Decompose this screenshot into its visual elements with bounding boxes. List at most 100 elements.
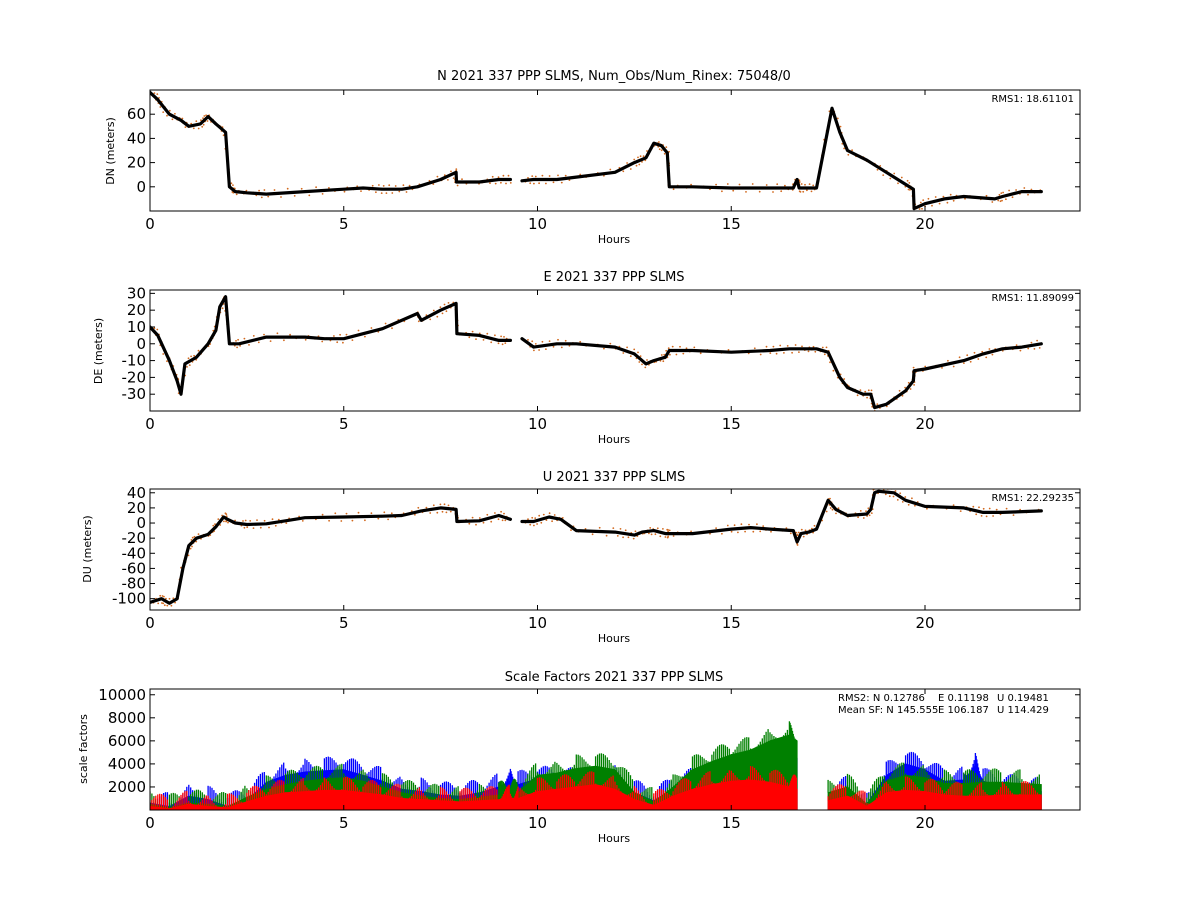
outlier-point (252, 527, 255, 529)
outlier-point (740, 523, 743, 526)
outlier-point (798, 351, 800, 353)
outlier-point (536, 523, 538, 525)
panel-up-rms-annotation: RMS1: 22.29235 (991, 493, 1074, 504)
outlier-point (800, 183, 803, 185)
y-tick-label: 10000 (98, 686, 146, 704)
outlier-point (847, 153, 850, 156)
outlier-point (893, 172, 896, 175)
outlier-point (471, 330, 474, 333)
outlier-point (351, 339, 354, 341)
outlier-point (843, 147, 845, 150)
outlier-point (475, 338, 477, 340)
outlier-point (622, 352, 625, 354)
outlier-point (203, 115, 206, 117)
outlier-point (679, 345, 681, 348)
outlier-point (156, 328, 159, 331)
x-tick-label: 10 (528, 614, 547, 632)
outlier-point (298, 515, 300, 518)
outlier-point (721, 190, 723, 193)
outlier-point (200, 119, 202, 122)
outlier-point (192, 127, 195, 130)
outlier-point (455, 168, 458, 171)
outlier-point (669, 353, 671, 356)
panel-up-x-axis-label: Hours (598, 632, 630, 645)
outlier-point (501, 519, 504, 522)
outlier-point (727, 349, 730, 351)
x-tick-label: 15 (722, 415, 741, 433)
outlier-point (668, 529, 671, 532)
panel-up-axes-frame (149, 488, 1081, 611)
mean-sf-e-annotation: E 106.187 (938, 705, 989, 716)
outlier-point (166, 604, 169, 607)
y-tick-label: 30 (127, 284, 146, 302)
outlier-point (907, 188, 910, 191)
series-track-segment (520, 489, 1043, 544)
outlier-point (1036, 339, 1038, 342)
outlier-point (364, 519, 366, 522)
outlier-point (456, 184, 459, 187)
outlier-point (256, 519, 258, 521)
outlier-point (634, 530, 637, 533)
outlier-point (217, 518, 220, 520)
outlier-point (436, 315, 439, 318)
outlier-point (557, 174, 559, 177)
panel-scale-factors: Scale Factors 2021 337 PPP SLMS 0 5 10 15 20… (77, 670, 1081, 845)
outlier-point (468, 522, 471, 525)
outlier-point (548, 512, 551, 515)
x-tick-label: 15 (722, 614, 741, 632)
outlier-point (641, 363, 643, 366)
outlier-point (286, 187, 289, 190)
outlier-point (978, 506, 980, 509)
series-track-segment (150, 506, 512, 605)
outlier-point (432, 309, 435, 312)
panel-scale-factors-ticks: 0 5 10 15 20 2000 4000 6000 8000 10000 (98, 686, 1080, 832)
outlier-point (564, 339, 567, 342)
outlier-point (1027, 193, 1029, 196)
outlier-point (538, 514, 541, 517)
y-tick-label: 20 (127, 301, 146, 319)
outlier-point (486, 513, 489, 516)
outlier-point (825, 510, 828, 513)
outlier-point (486, 332, 489, 335)
panel-east-plot-area (150, 295, 1043, 411)
outlier-point (258, 189, 260, 192)
outlier-point (489, 182, 491, 185)
outlier-point (378, 184, 380, 186)
outlier-point (721, 532, 723, 535)
outlier-point (924, 365, 927, 368)
outlier-point (246, 526, 249, 529)
outlier-point (162, 602, 165, 605)
outlier-point (898, 389, 901, 392)
outlier-point (633, 348, 636, 351)
outlier-point (315, 186, 317, 189)
outlier-point (862, 517, 865, 519)
y-tick-label: -100 (112, 590, 146, 608)
outlier-point (491, 175, 494, 178)
outlier-point (274, 524, 277, 527)
outlier-point (360, 190, 362, 193)
y-tick-label: 20 (127, 499, 146, 517)
outlier-point (982, 507, 985, 510)
outlier-point (443, 303, 446, 306)
outlier-point (959, 510, 962, 512)
outlier-point (831, 508, 834, 511)
outlier-point (807, 350, 810, 353)
outlier-point (726, 524, 729, 527)
panel-north: N 2021 337 PPP SLMS, Num_Obs/Num_Rinex: … (104, 69, 1081, 246)
outlier-point (1005, 198, 1007, 201)
outlier-point (901, 394, 904, 397)
y-tick-label: -30 (122, 385, 147, 403)
outlier-point (802, 190, 805, 193)
outlier-point (244, 519, 247, 522)
outlier-point (531, 175, 534, 178)
outlier-point (997, 199, 1000, 202)
outlier-point (236, 346, 239, 349)
outlier-point (497, 342, 500, 345)
outlier-point (304, 338, 307, 341)
panel-north-y-axis-label: DN (meters) (104, 117, 117, 185)
outlier-point (191, 545, 193, 548)
outlier-point (988, 507, 991, 510)
outlier-point (690, 183, 692, 186)
outlier-point (328, 519, 330, 522)
panel-north-plot-area (150, 90, 1043, 211)
